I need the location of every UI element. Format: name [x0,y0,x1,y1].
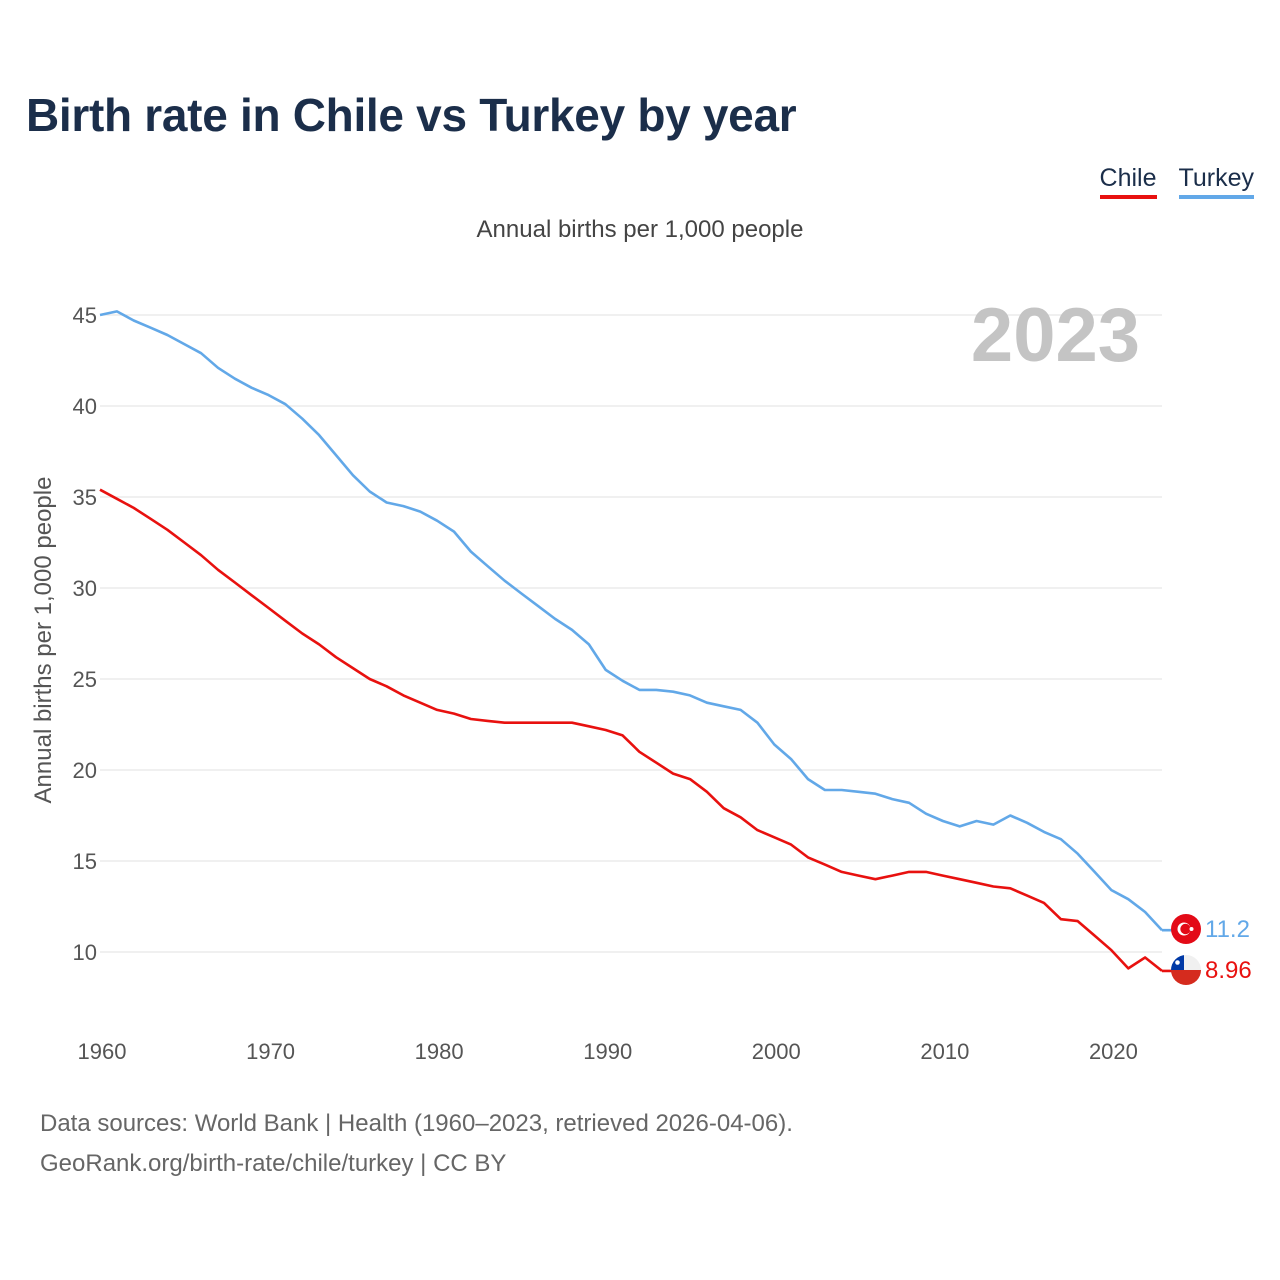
chart-title: Birth rate in Chile vs Turkey by year [26,89,797,141]
axes: 10 15 20 25 30 35 40 45 1960 1970 1980 1990 2000 2010… [73,303,1138,1064]
y-tick-label: 30 [73,576,97,601]
y-tick-label: 15 [73,849,97,874]
data-source-note: Data sources: World Bank | Health (1960–… [40,1110,793,1137]
y-tick-label: 40 [73,394,97,419]
chart-subtitle: Annual births per 1,000 people [476,216,804,243]
x-tick-label: 1970 [246,1039,295,1064]
y-tick-label: 10 [73,940,97,965]
series-line-turkey [99,310,1163,932]
end-value-label-chile: 8.96 [1205,957,1252,984]
flag-red-band [1171,970,1201,985]
y-tick-label: 45 [73,303,97,328]
legend: Chile Turkey [1099,164,1254,199]
series-lines [99,310,1186,973]
flag-body [1171,955,1201,985]
year-watermark: 2023 [971,293,1140,378]
y-tick-label: 20 [73,758,97,783]
x-tick-label: 2010 [920,1039,969,1064]
legend-item-turkey[interactable]: Turkey [1178,164,1254,199]
end-value-label-turkey: 11.2 [1205,916,1250,943]
credit-link[interactable]: GeoRank.org/birth-rate/chile/turkey | CC… [40,1150,507,1177]
y-tick-label: 25 [73,667,97,692]
flag-icon-turkey [1171,914,1201,944]
flag-icon-chile [1171,955,1201,985]
x-tick-label: 2000 [752,1039,801,1064]
x-tick-label: 1990 [583,1039,632,1064]
flag-star [1175,960,1180,965]
y-tick-label: 35 [73,485,97,510]
x-tick-label: 1960 [78,1039,127,1064]
y-axis-label: Annual births per 1,000 people [30,477,57,804]
x-tick-label: 1980 [415,1039,464,1064]
end-markers: 8.96 11.2 [1171,914,1252,985]
series-line-chile [99,488,1163,972]
footer: Data sources: World Bank | Health (1960–… [40,1104,793,1184]
gridlines [100,314,1162,953]
x-tick-label: 2020 [1089,1039,1138,1064]
flag-star [1189,927,1194,931]
legend-item-chile[interactable]: Chile [1099,164,1157,199]
flag-crescent-inner [1180,923,1191,935]
